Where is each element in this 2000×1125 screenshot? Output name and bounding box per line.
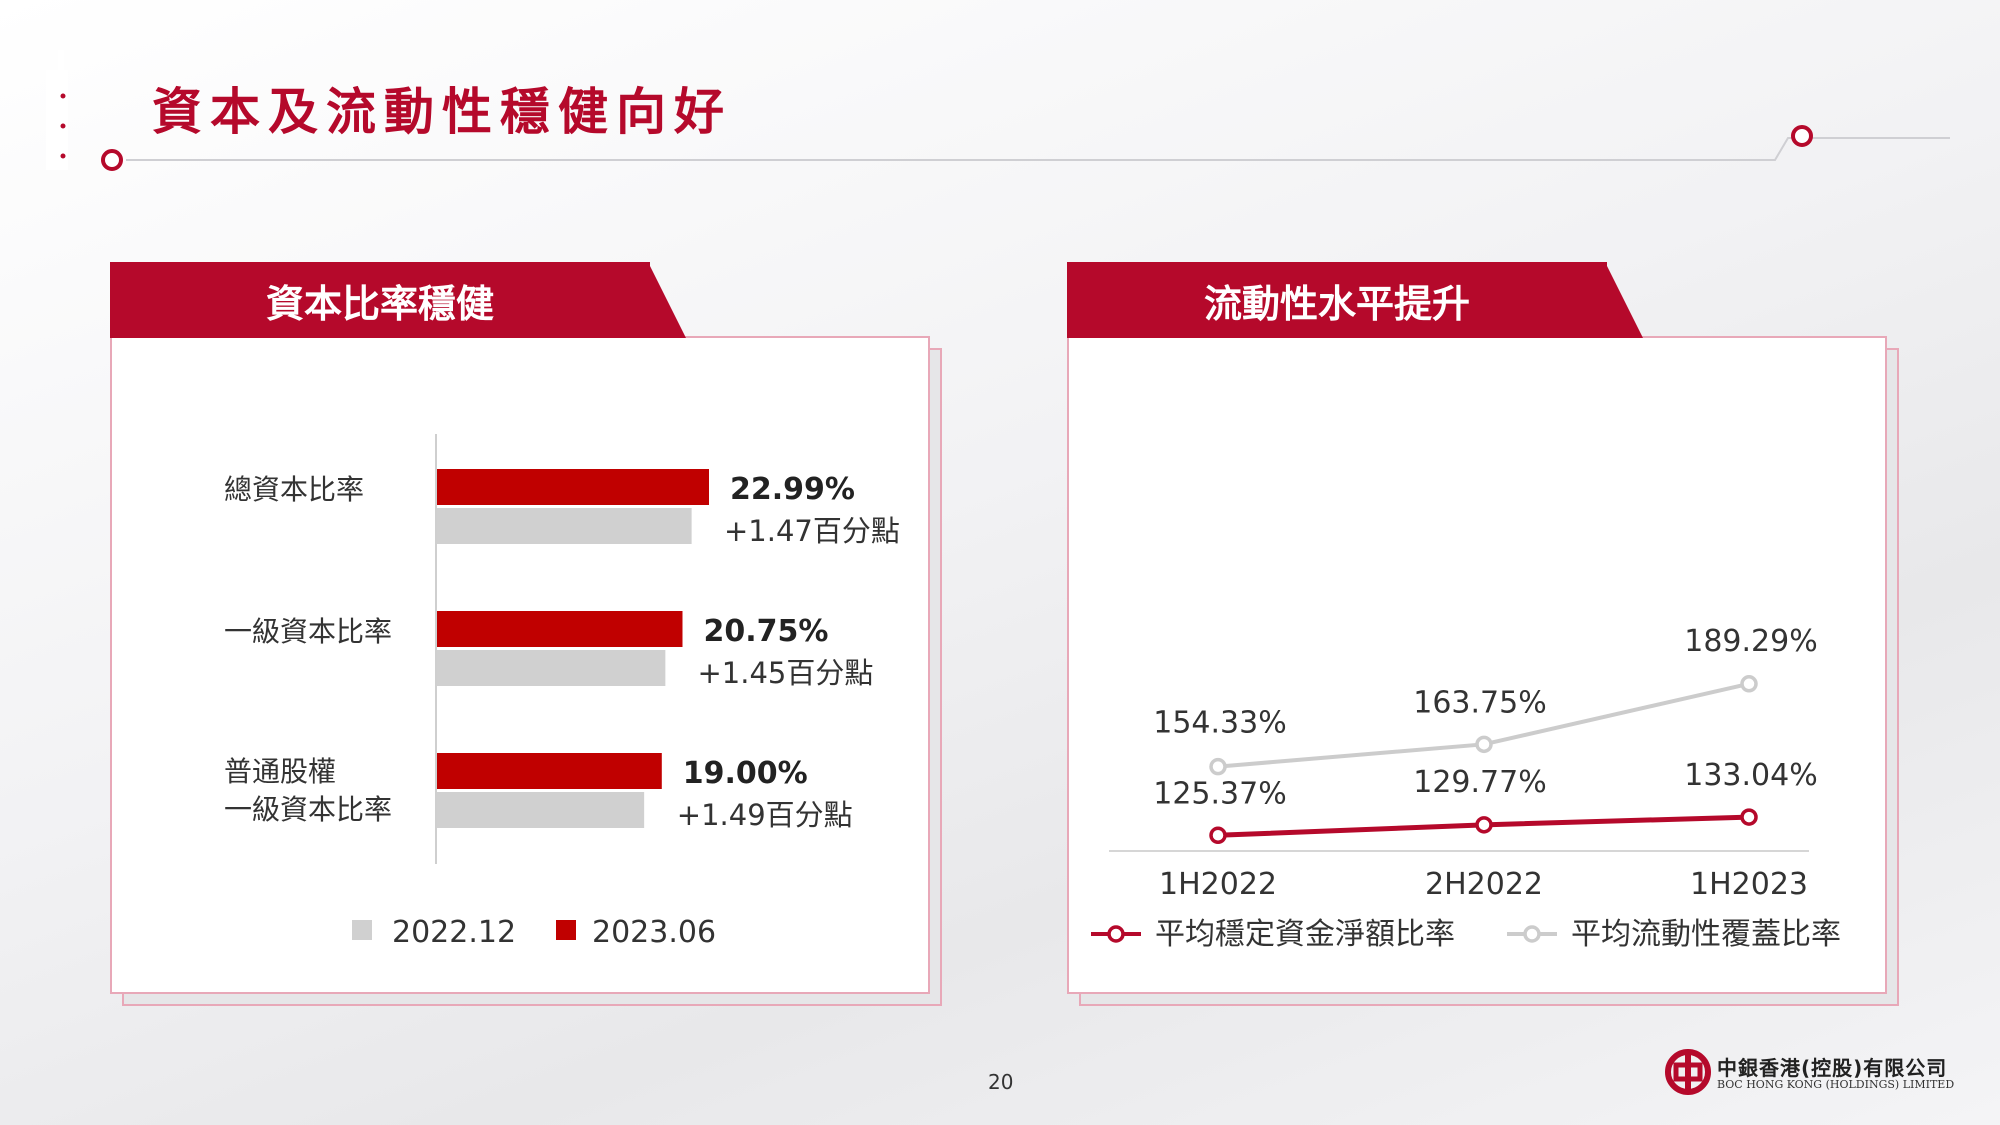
data-label: 163.75% — [1413, 685, 1546, 720]
capital-panel-heading: 資本比率穩健 — [110, 262, 650, 338]
legend-label-2023-06: 2023.06 — [592, 915, 716, 950]
legend-label: 平均流動性覆蓋比率 — [1571, 917, 1841, 952]
data-label: 125.37% — [1153, 776, 1286, 811]
bar-2022-12 — [437, 508, 692, 544]
x-tick-label: 1H2023 — [1690, 867, 1808, 902]
bar-2022-12 — [437, 792, 645, 828]
series-point — [1740, 675, 1758, 693]
legend-swatch-2022-12 — [352, 920, 372, 940]
series-point — [1475, 735, 1493, 754]
liquidity-ratio-chart: 1H2022 2H2022 1H2023 125.37% 129.77% 133.04% 1… — [1091, 624, 1841, 952]
bar-value-label: 20.75% — [703, 614, 828, 649]
company-name-en: BOC HONG KONG (HOLDINGS) LIMITED — [1717, 1078, 1955, 1091]
page-title: 資本及流動性穩健向好 — [152, 83, 732, 141]
category-label-line: 普通股權 — [224, 755, 336, 788]
legend-marker — [1523, 925, 1541, 943]
series-point — [1209, 757, 1227, 776]
company-name-zh: 中銀香港(控股)有限公司 — [1717, 1056, 1948, 1080]
bar-value-label: 22.99% — [730, 472, 855, 507]
category-label-line: 一級資本比率 — [224, 615, 392, 648]
bar-change-label: +1.47百分點 — [724, 514, 900, 548]
liquidity-panel: 1H2022 2H2022 1H2023 125.37% 129.77% 133.04% 1… — [1067, 336, 1887, 994]
category-label: 一級資本比率 — [224, 615, 392, 648]
data-label: 154.33% — [1153, 706, 1286, 741]
series-point — [1475, 816, 1493, 834]
page-number: 20 — [988, 1070, 1014, 1094]
series-point — [1740, 808, 1758, 826]
legend-marker — [1107, 925, 1125, 943]
bar-2023-06 — [437, 611, 683, 647]
category-label-line: 一級資本比率 — [224, 793, 392, 826]
series-point — [1209, 826, 1227, 845]
bar-2022-12 — [437, 650, 666, 686]
bar-change-label: +1.49百分點 — [677, 798, 853, 832]
data-label: 133.04% — [1684, 758, 1817, 793]
legend-label: 平均穩定資金淨額比率 — [1155, 917, 1455, 952]
capital-panel: 總資本比率 22.99% +1.47百分點一級資本比率 20.75% +1.45百分點普… — [110, 336, 930, 994]
bar-2023-06 — [437, 469, 709, 505]
bar-value-label: 19.00% — [683, 756, 808, 791]
data-label: 129.77% — [1413, 765, 1546, 800]
x-tick-label: 1H2022 — [1159, 867, 1277, 902]
data-label: 189.29% — [1684, 624, 1817, 659]
x-tick-label: 2H2022 — [1425, 867, 1543, 902]
boc-logo-icon — [1665, 1049, 1711, 1095]
category-label: 普通股權一級資本比率 — [224, 755, 392, 826]
bar-2023-06 — [437, 753, 662, 789]
category-label-line: 總資本比率 — [224, 473, 364, 506]
category-label: 總資本比率 — [224, 473, 364, 506]
legend-swatch-2023-06 — [556, 920, 576, 940]
legend-label-2022-12: 2022.12 — [392, 915, 516, 950]
liquidity-panel-heading: 流動性水平提升 — [1067, 262, 1607, 338]
bar-change-label: +1.45百分點 — [697, 656, 873, 690]
